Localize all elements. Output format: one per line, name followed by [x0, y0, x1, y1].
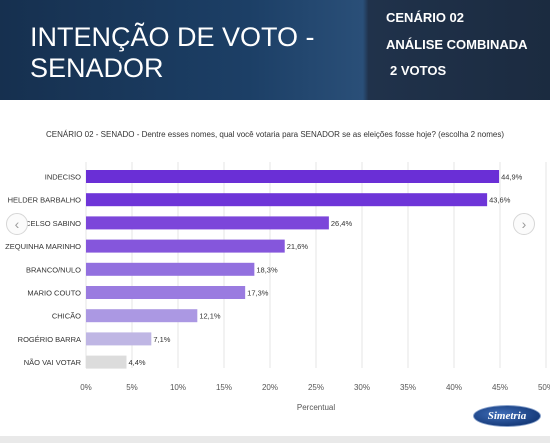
- bar: [86, 286, 246, 299]
- category-label: CELSO SABINO: [25, 219, 81, 228]
- value-label: 44,9%: [501, 173, 523, 182]
- chevron-right-icon[interactable]: ›: [513, 213, 535, 235]
- value-label: 4,4%: [128, 358, 145, 367]
- scenario-info: CENÁRIO 02 ANÁLISE COMBINADA 2 VOTOS: [368, 0, 550, 100]
- scenario-label: CENÁRIO 02: [386, 10, 465, 25]
- x-tick-label: 0%: [80, 383, 92, 392]
- bar: [86, 332, 152, 346]
- x-tick-label: 5%: [126, 383, 138, 392]
- x-tick-label: 25%: [308, 383, 324, 392]
- category-label: NÃO VAI VOTAR: [24, 358, 82, 367]
- analysis-label: ANÁLISE COMBINADA: [386, 37, 528, 52]
- page-title: INTENÇÃO DE VOTO - SENADOR: [30, 22, 315, 83]
- x-tick-label: 10%: [170, 383, 186, 392]
- bar: [86, 239, 285, 253]
- bar: [86, 309, 198, 323]
- category-label: ROGÉRIO BARRA: [18, 335, 81, 344]
- chevron-left-icon[interactable]: ‹: [6, 213, 28, 235]
- value-label: 18,3%: [256, 265, 278, 274]
- x-axis-label: Percentual: [297, 403, 335, 412]
- chart-panel: CENÁRIO 02 - SENADO - Dentre esses nomes…: [0, 106, 550, 443]
- x-tick-label: 20%: [262, 383, 278, 392]
- value-label: 26,4%: [331, 219, 353, 228]
- bottom-strip: [0, 436, 550, 443]
- category-label: BRANCO/NULO: [26, 265, 81, 274]
- bar: [86, 355, 127, 369]
- category-label: INDECISO: [45, 173, 81, 182]
- x-tick-label: 40%: [446, 383, 462, 392]
- bar: [86, 170, 500, 183]
- category-label: CHICÃO: [52, 312, 81, 321]
- value-label: 12,1%: [199, 312, 221, 321]
- bar: [86, 193, 488, 207]
- x-tick-label: 50%: [538, 383, 550, 392]
- category-label: ZEQUINHA MARINHO: [5, 242, 81, 251]
- x-tick-label: 15%: [216, 383, 232, 392]
- bar-chart: CENÁRIO 02 - SENADO - Dentre esses nomes…: [5, 130, 550, 412]
- value-label: 17,3%: [247, 289, 269, 298]
- value-label: 7,1%: [153, 335, 170, 344]
- votes-label: 2 VOTOS: [390, 63, 447, 78]
- category-label: HELDER BARBALHO: [8, 196, 82, 205]
- x-tick-label: 30%: [354, 383, 370, 392]
- x-tick-label: 35%: [400, 383, 416, 392]
- x-tick-label: 45%: [492, 383, 508, 392]
- header-banner: INTENÇÃO DE VOTO - SENADOR CENÁRIO 02 AN…: [0, 0, 550, 100]
- simetria-logo: Simetria: [473, 405, 541, 427]
- category-label: MARIO COUTO: [27, 289, 81, 298]
- value-label: 21,6%: [287, 242, 309, 251]
- value-label: 43,6%: [489, 196, 511, 205]
- bar: [86, 262, 255, 276]
- chart-title: CENÁRIO 02 - SENADO - Dentre esses nomes…: [46, 130, 504, 139]
- bar: [86, 216, 329, 230]
